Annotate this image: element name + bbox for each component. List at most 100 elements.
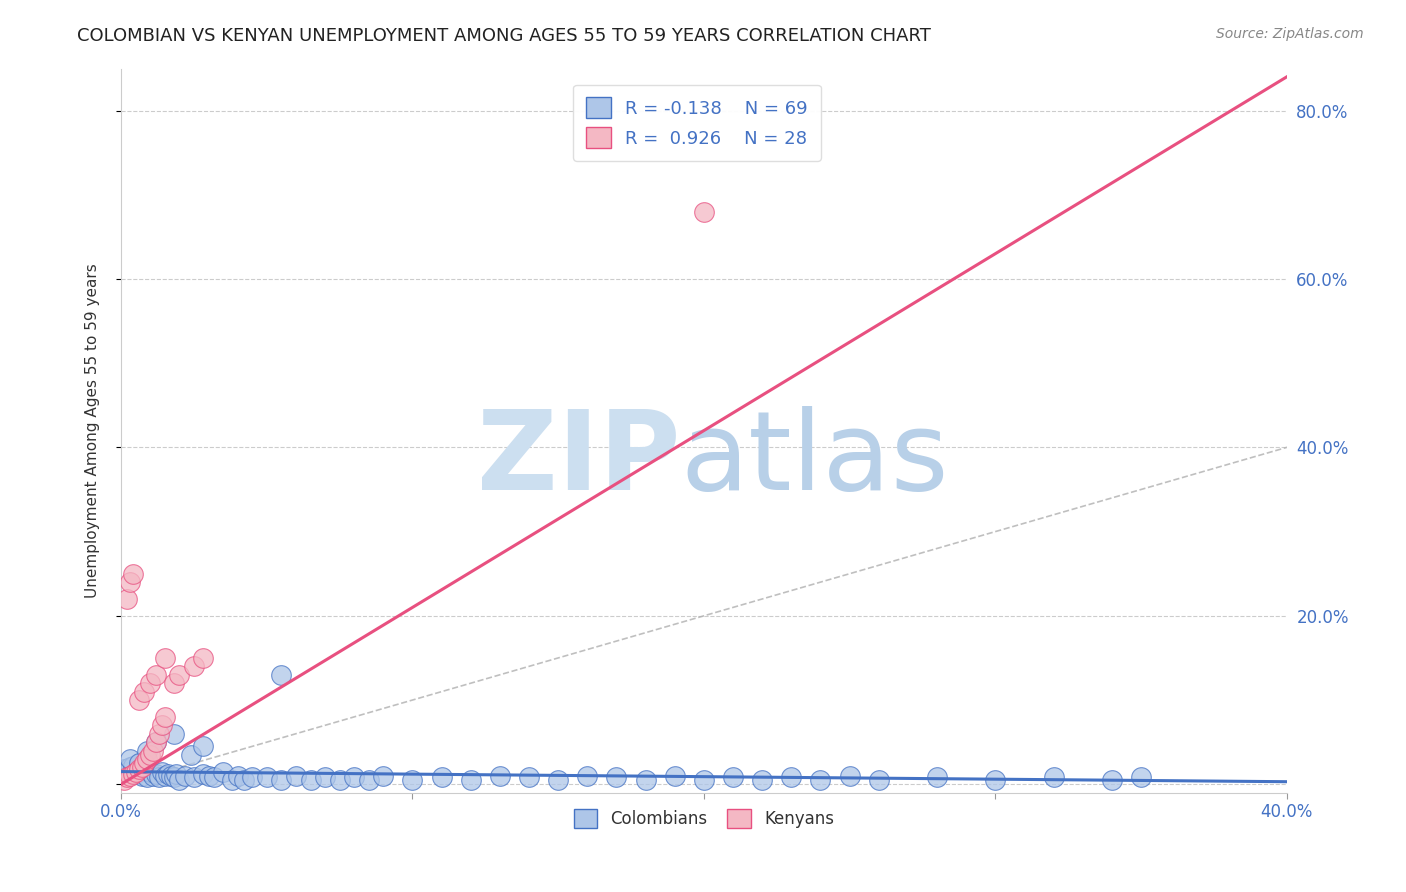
Point bbox=[868, 772, 890, 787]
Point bbox=[270, 667, 292, 681]
Point bbox=[270, 772, 292, 787]
Point bbox=[191, 767, 214, 781]
Point bbox=[226, 769, 249, 783]
Point bbox=[634, 772, 657, 787]
Point bbox=[547, 772, 569, 787]
Point bbox=[150, 764, 173, 779]
Point bbox=[751, 772, 773, 787]
Point bbox=[693, 204, 716, 219]
Point bbox=[357, 772, 380, 787]
Point bbox=[984, 772, 1007, 787]
Point bbox=[128, 756, 150, 771]
Point bbox=[125, 764, 148, 779]
Point bbox=[1129, 771, 1152, 785]
Point bbox=[664, 769, 686, 783]
Point bbox=[115, 771, 138, 785]
Point bbox=[118, 575, 141, 590]
Point bbox=[128, 693, 150, 707]
Point bbox=[232, 772, 254, 787]
Point bbox=[166, 767, 188, 781]
Point bbox=[810, 772, 832, 787]
Point bbox=[721, 771, 744, 785]
Point bbox=[118, 760, 141, 774]
Text: ZIP: ZIP bbox=[477, 406, 681, 513]
Point bbox=[136, 743, 159, 757]
Point bbox=[145, 735, 167, 749]
Point bbox=[489, 769, 512, 783]
Point bbox=[136, 752, 159, 766]
Y-axis label: Unemployment Among Ages 55 to 59 years: Unemployment Among Ages 55 to 59 years bbox=[86, 263, 100, 598]
Point bbox=[139, 764, 162, 779]
Legend: Colombians, Kenyans: Colombians, Kenyans bbox=[567, 803, 841, 835]
Point bbox=[517, 771, 540, 785]
Point bbox=[156, 767, 179, 781]
Point bbox=[191, 651, 214, 665]
Point bbox=[112, 762, 135, 776]
Point bbox=[605, 771, 627, 785]
Point bbox=[148, 727, 170, 741]
Point bbox=[240, 771, 263, 785]
Point bbox=[162, 771, 184, 785]
Point bbox=[329, 772, 352, 787]
Point bbox=[169, 772, 191, 787]
Point bbox=[153, 710, 176, 724]
Point bbox=[125, 767, 148, 781]
Point bbox=[145, 735, 167, 749]
Point bbox=[128, 762, 150, 776]
Point bbox=[576, 769, 599, 783]
Point bbox=[401, 772, 423, 787]
Point bbox=[131, 769, 153, 783]
Point bbox=[121, 758, 143, 772]
Point bbox=[343, 771, 366, 785]
Point bbox=[139, 747, 162, 762]
Point bbox=[169, 667, 191, 681]
Point bbox=[131, 760, 153, 774]
Point bbox=[780, 771, 803, 785]
Point bbox=[153, 651, 176, 665]
Point bbox=[134, 756, 156, 771]
Point bbox=[118, 752, 141, 766]
Text: COLOMBIAN VS KENYAN UNEMPLOYMENT AMONG AGES 55 TO 59 YEARS CORRELATION CHART: COLOMBIAN VS KENYAN UNEMPLOYMENT AMONG A… bbox=[77, 27, 931, 45]
Point bbox=[145, 767, 167, 781]
Point bbox=[153, 769, 176, 783]
Point bbox=[373, 769, 395, 783]
Point bbox=[256, 771, 278, 785]
Point bbox=[212, 764, 235, 779]
Point bbox=[299, 772, 322, 787]
Point bbox=[314, 771, 336, 785]
Point bbox=[174, 769, 197, 783]
Point bbox=[150, 718, 173, 732]
Point bbox=[183, 771, 205, 785]
Point bbox=[693, 772, 716, 787]
Point bbox=[191, 739, 214, 754]
Point bbox=[128, 756, 150, 771]
Point bbox=[134, 762, 156, 776]
Point bbox=[145, 667, 167, 681]
Point bbox=[460, 772, 482, 787]
Point bbox=[136, 771, 159, 785]
Point bbox=[1042, 771, 1064, 785]
Point bbox=[180, 747, 202, 762]
Point bbox=[112, 772, 135, 787]
Point bbox=[139, 676, 162, 690]
Point bbox=[183, 659, 205, 673]
Text: atlas: atlas bbox=[681, 406, 949, 513]
Point bbox=[430, 771, 453, 785]
Point bbox=[115, 764, 138, 779]
Point bbox=[159, 769, 181, 783]
Text: Source: ZipAtlas.com: Source: ZipAtlas.com bbox=[1216, 27, 1364, 41]
Point bbox=[142, 769, 165, 783]
Point bbox=[284, 769, 307, 783]
Point bbox=[121, 566, 143, 581]
Point bbox=[115, 592, 138, 607]
Point bbox=[118, 769, 141, 783]
Point bbox=[142, 743, 165, 757]
Point bbox=[162, 676, 184, 690]
Point bbox=[134, 684, 156, 698]
Point bbox=[202, 771, 225, 785]
Point bbox=[121, 767, 143, 781]
Point bbox=[148, 771, 170, 785]
Point bbox=[162, 727, 184, 741]
Point bbox=[838, 769, 860, 783]
Point bbox=[925, 771, 948, 785]
